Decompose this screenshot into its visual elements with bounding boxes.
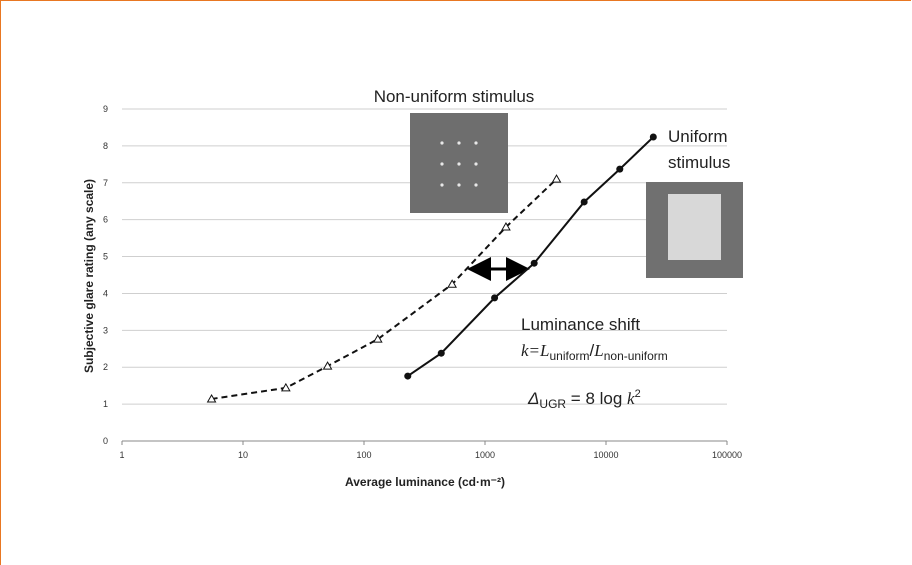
shift-formula: k=Luniform/Lnon-uniform (521, 341, 668, 363)
formula-part: Δ (527, 389, 539, 408)
y-tick-label: 7 (103, 178, 108, 188)
non-uniform-inset (410, 113, 508, 213)
data-point (372, 334, 383, 343)
ugr-formula: ΔUGR = 8 log k2 (527, 388, 641, 411)
y-tick-label: 1 (103, 399, 108, 409)
x-tick-label: 100 (356, 450, 371, 460)
uniform-label: stimulus (668, 153, 730, 172)
x-tick-label: 1000 (475, 450, 495, 460)
x-tick-label: 10 (238, 450, 248, 460)
data-point (437, 349, 445, 357)
y-axis-title: Subjective glare rating (any scale) (82, 179, 96, 373)
formula-part: k (627, 389, 635, 408)
formula-part: UGR (539, 397, 566, 411)
data-point (501, 222, 511, 231)
data-point (580, 198, 588, 206)
y-tick-label: 4 (103, 288, 108, 298)
formula-part: k= (521, 341, 540, 360)
data-point (530, 259, 538, 267)
x-tick-label: 10000 (593, 450, 618, 460)
x-tick-label: 100000 (712, 450, 742, 460)
data-point (404, 372, 412, 380)
data-point (322, 361, 333, 370)
y-tick-label: 3 (103, 325, 108, 335)
formula-part: uniform (550, 349, 590, 363)
y-tick-label: 9 (103, 104, 108, 114)
data-point (616, 165, 624, 173)
formula-part: L (539, 341, 549, 360)
y-tick-label: 0 (103, 436, 108, 446)
data-point (447, 279, 457, 288)
formula-part: non-uniform (604, 349, 668, 363)
uniform-label: Uniform (668, 127, 728, 146)
y-tick-label: 6 (103, 215, 108, 225)
formula-part: / (590, 341, 595, 360)
data-point (649, 133, 657, 141)
y-tick-label: 5 (103, 252, 108, 262)
non-uniform-label: Non-uniform stimulus (374, 87, 535, 106)
data-point (280, 382, 291, 392)
y-tick-label: 8 (103, 141, 108, 151)
data-point (491, 294, 499, 302)
x-tick-label: 1 (119, 450, 124, 460)
data-point (206, 393, 217, 403)
formula-part: = 8 log (566, 389, 627, 408)
formula-part: L (593, 341, 603, 360)
formula-part: 2 (635, 388, 641, 400)
shift-label: Luminance shift (521, 315, 640, 334)
data-point (551, 174, 562, 183)
x-axis-title: Average luminance (cd·m⁻²) (345, 475, 505, 489)
uniform-inset (646, 182, 743, 278)
y-tick-label: 2 (103, 362, 108, 372)
